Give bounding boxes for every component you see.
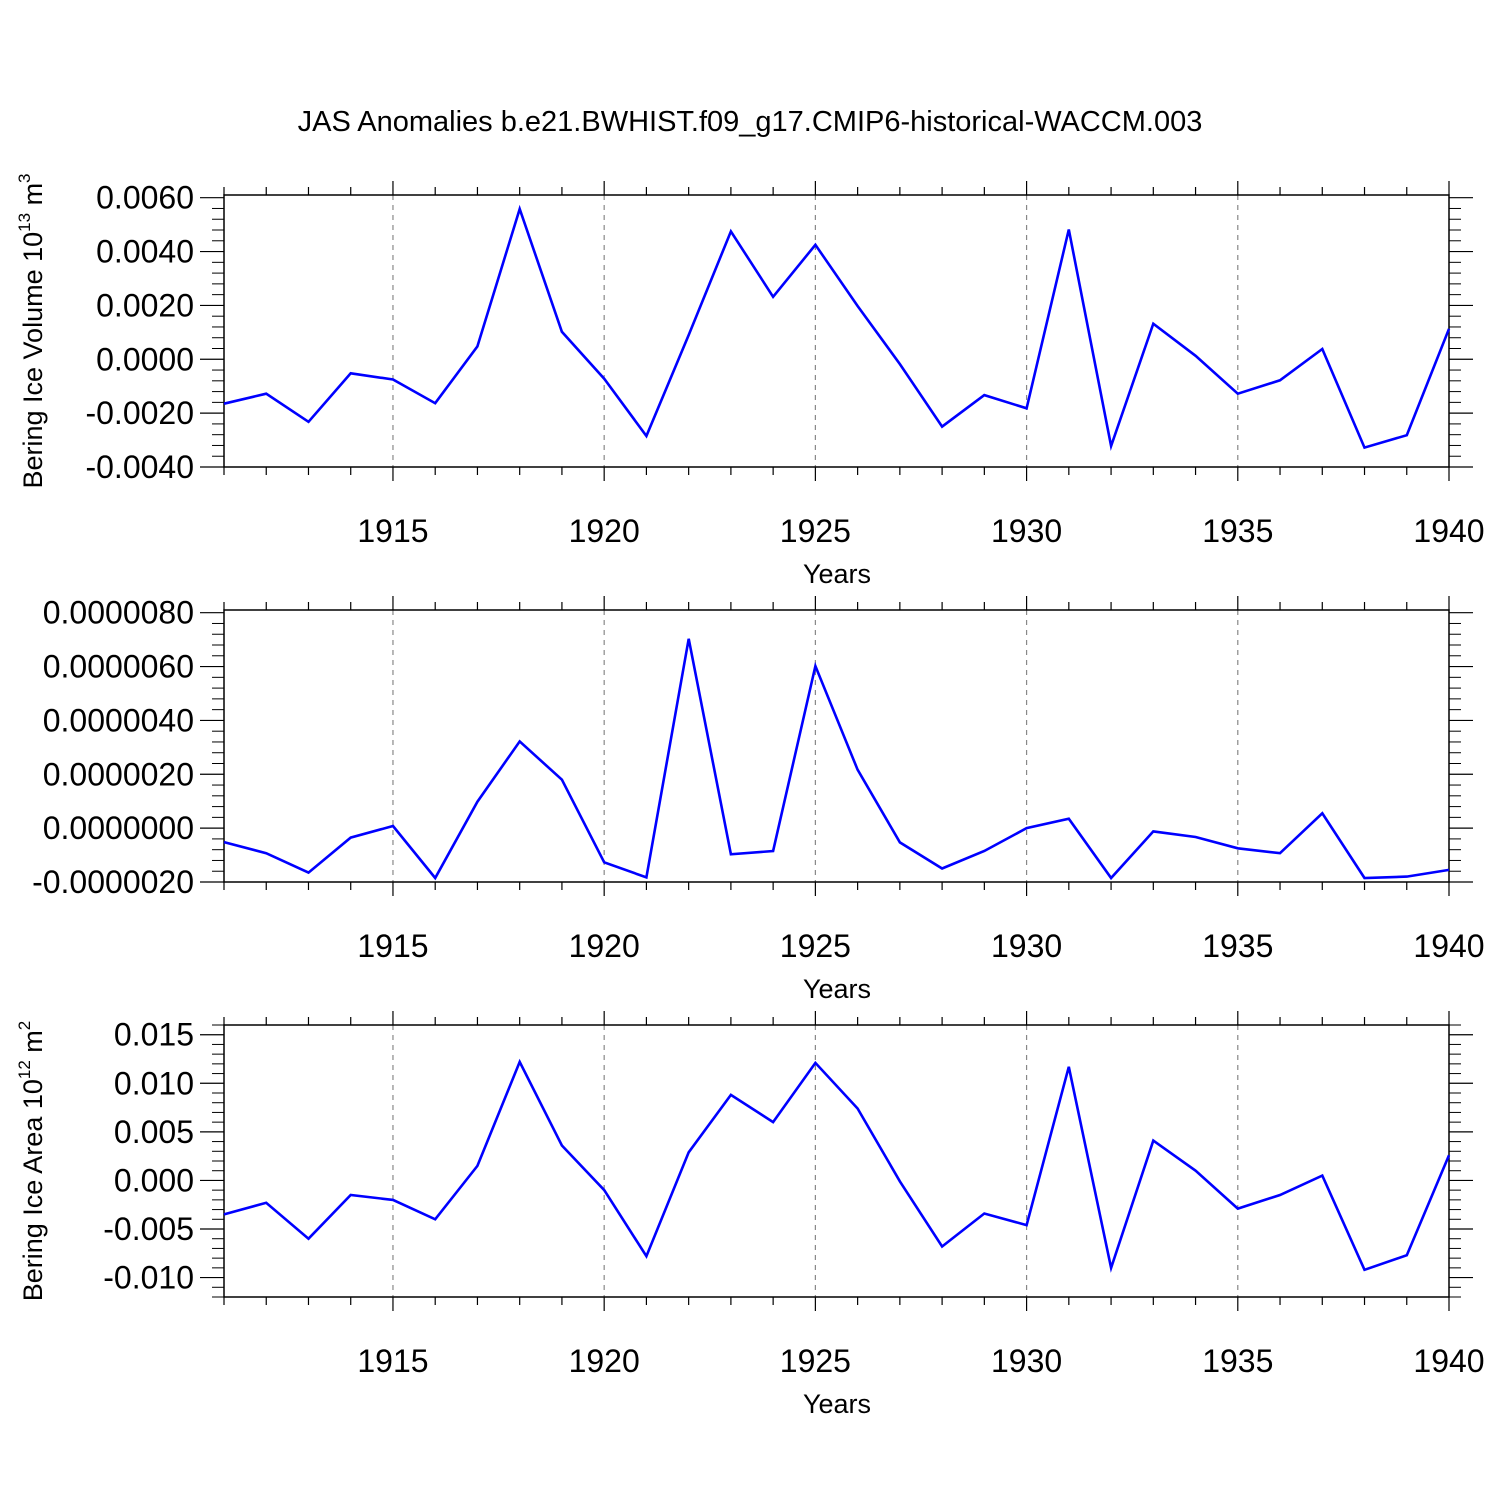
x-tick-label: 1940 xyxy=(1413,928,1484,964)
y-tick-label: 0.000 xyxy=(114,1162,194,1198)
x-axis-label: Years xyxy=(803,974,871,1004)
panel-1: -0.0040 -0.0020 0.0000 0.0020 0.0040 0.0060 19… xyxy=(15,173,1485,589)
x-tick-label: 1935 xyxy=(1202,928,1273,964)
y-axis-label-exponent: 12 xyxy=(15,1060,34,1079)
x-tick-label: 1940 xyxy=(1413,1343,1484,1379)
y-tick-label: -0.005 xyxy=(103,1211,194,1247)
x-tick-label: 1915 xyxy=(357,1343,428,1379)
x-tick-label: 1930 xyxy=(991,928,1062,964)
x-axis-label: Years xyxy=(803,1389,871,1419)
y-axis-label-unit: m xyxy=(18,1030,48,1060)
y-tick-label: -0.0000020 xyxy=(32,864,194,900)
y-tick-label: 0.005 xyxy=(114,1114,194,1150)
y-tick-label: -0.010 xyxy=(103,1260,194,1296)
panel-2: -0.0000020 0.0000000 0.0000020 0.0000040 0.0… xyxy=(32,595,1485,1004)
y-axis-label: Bering Ice Area 1012 m2 xyxy=(15,1021,48,1302)
x-tick-label: 1930 xyxy=(991,1343,1062,1379)
y-tick-label: 0.0000000 xyxy=(43,810,194,846)
x-tick-label: 1935 xyxy=(1202,1343,1273,1379)
series-line xyxy=(223,1058,1451,1273)
y-axis-label-text: Bering Ice Area 10 xyxy=(18,1079,48,1301)
chart-title: JAS Anomalies b.e21.BWHIST.f09_g17.CMIP6… xyxy=(298,106,1203,138)
chart-panels: -0.0040 -0.0020 0.0000 0.0020 0.0040 0.0060 19… xyxy=(15,173,1485,1419)
y-axis-label-unit-exponent: 3 xyxy=(15,173,34,182)
plot-frame xyxy=(223,609,1450,883)
x-tick-label: 1940 xyxy=(1413,513,1484,549)
x-tick-label: 1935 xyxy=(1202,513,1273,549)
y-tick-label: 0.0040 xyxy=(96,234,194,270)
y-axis-label-unit-exponent: 2 xyxy=(15,1021,34,1030)
y-tick-label: 0.0020 xyxy=(96,287,194,323)
x-tick-label: 1915 xyxy=(357,928,428,964)
y-tick-label: 0.0000040 xyxy=(43,702,194,738)
y-tick-label: 0.0000080 xyxy=(43,595,194,631)
x-tick-label: 1920 xyxy=(569,928,640,964)
y-axis-label-unit: m xyxy=(18,183,48,213)
x-tick-label: 1920 xyxy=(569,1343,640,1379)
y-tick-label: 0.0000 xyxy=(96,341,194,377)
y-axis-label-text: Bering Ice Volume 10 xyxy=(18,232,48,489)
x-tick-label: 1920 xyxy=(569,513,640,549)
y-tick-label: 0.0000020 xyxy=(43,756,194,792)
plot-frame xyxy=(223,1024,1450,1298)
y-tick-label: -0.0040 xyxy=(85,449,194,485)
x-tick-label: 1925 xyxy=(780,928,851,964)
y-tick-label: 0.010 xyxy=(114,1065,194,1101)
series-line xyxy=(223,638,1450,881)
y-tick-label: 0.015 xyxy=(114,1017,194,1053)
y-tick-label: 0.0000060 xyxy=(43,649,194,685)
series-line xyxy=(223,204,1451,451)
y-tick-label: -0.0020 xyxy=(85,395,194,431)
x-tick-label: 1930 xyxy=(991,513,1062,549)
y-axis-label: Bering Ice Volume 1013 m3 xyxy=(15,173,48,488)
x-tick-label: 1925 xyxy=(780,1343,851,1379)
y-tick-label: 0.0060 xyxy=(96,180,194,216)
panel-3: -0.010 -0.005 0.000 0.005 0.010 0.015 1915 1920… xyxy=(15,1011,1485,1419)
x-tick-label: 1925 xyxy=(780,513,851,549)
plot-frame xyxy=(223,194,1450,468)
x-tick-label: 1915 xyxy=(357,513,428,549)
x-axis-label: Years xyxy=(803,559,871,589)
y-axis-label-exponent: 13 xyxy=(15,213,34,232)
